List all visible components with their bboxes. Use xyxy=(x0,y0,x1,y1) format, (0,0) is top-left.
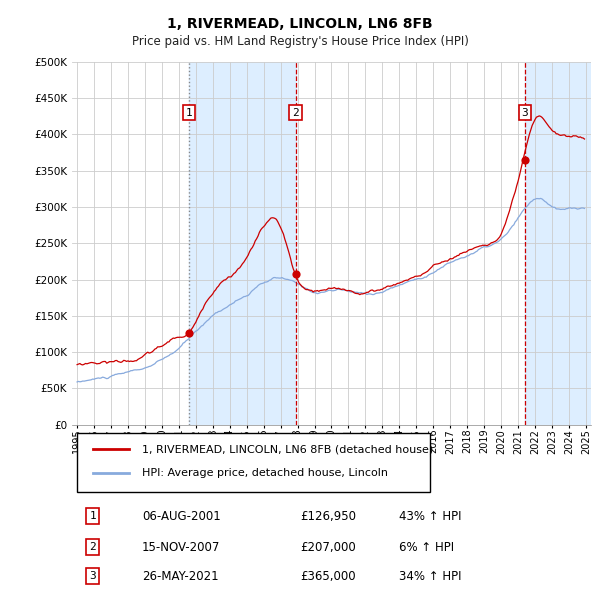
Text: 2: 2 xyxy=(89,542,96,552)
Text: 1, RIVERMEAD, LINCOLN, LN6 8FB: 1, RIVERMEAD, LINCOLN, LN6 8FB xyxy=(167,17,433,31)
Text: 3: 3 xyxy=(521,108,528,118)
Point xyxy=(520,155,529,165)
Text: Price paid vs. HM Land Registry's House Price Index (HPI): Price paid vs. HM Land Registry's House … xyxy=(131,35,469,48)
Text: HPI: Average price, detached house, Lincoln: HPI: Average price, detached house, Linc… xyxy=(142,468,388,478)
Text: 34% ↑ HPI: 34% ↑ HPI xyxy=(399,570,461,583)
Text: £365,000: £365,000 xyxy=(301,570,356,583)
Bar xyxy=(524,62,591,425)
Bar xyxy=(189,62,296,425)
Text: 43% ↑ HPI: 43% ↑ HPI xyxy=(399,510,461,523)
Point xyxy=(184,328,194,337)
Text: 15-NOV-2007: 15-NOV-2007 xyxy=(142,540,220,553)
Text: 3: 3 xyxy=(89,571,96,581)
FancyBboxPatch shape xyxy=(77,433,430,491)
Text: 26-MAY-2021: 26-MAY-2021 xyxy=(142,570,218,583)
Text: 06-AUG-2001: 06-AUG-2001 xyxy=(142,510,221,523)
Text: 1: 1 xyxy=(89,511,96,521)
Point xyxy=(291,270,301,279)
Text: £207,000: £207,000 xyxy=(301,540,356,553)
Text: £126,950: £126,950 xyxy=(301,510,356,523)
Text: 6% ↑ HPI: 6% ↑ HPI xyxy=(399,540,454,553)
Text: 1, RIVERMEAD, LINCOLN, LN6 8FB (detached house): 1, RIVERMEAD, LINCOLN, LN6 8FB (detached… xyxy=(142,444,433,454)
Text: 2: 2 xyxy=(292,108,299,118)
Text: 1: 1 xyxy=(185,108,193,118)
